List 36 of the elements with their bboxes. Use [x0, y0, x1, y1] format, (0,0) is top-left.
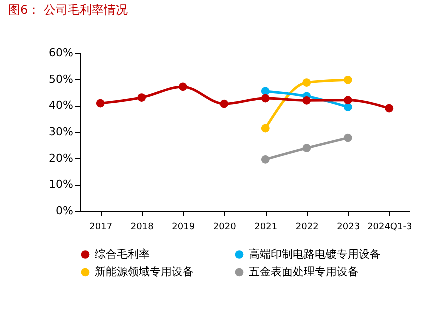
- point: [344, 103, 352, 112]
- point: [178, 82, 188, 92]
- point: [302, 96, 312, 105]
- chart-title: 图6： 公司毛利率情况: [8, 3, 128, 17]
- point: [302, 78, 312, 87]
- y-tick-label: 60%: [49, 46, 74, 60]
- point: [220, 100, 229, 108]
- legend-label: 综合毛利率: [95, 248, 150, 261]
- y-tick-label: 50%: [49, 72, 74, 86]
- x-tick-label: 2017: [90, 222, 113, 232]
- x-tick-label: 2020: [213, 222, 237, 232]
- point: [138, 94, 146, 102]
- x-tick-label: 2022: [296, 222, 319, 232]
- point: [344, 76, 352, 84]
- legend-label: 高端印制电路电镀专用设备: [249, 248, 381, 261]
- point: [302, 144, 312, 152]
- y-tick-label: 30%: [49, 126, 74, 138]
- y-tick-label: 10%: [49, 178, 74, 192]
- legend-label: 新能源领域专用设备: [95, 266, 194, 278]
- point: [344, 96, 352, 105]
- point: [261, 94, 270, 103]
- point: [385, 104, 394, 113]
- y-tick-label: 0%: [56, 204, 74, 218]
- point: [261, 155, 270, 164]
- point: [344, 134, 352, 142]
- x-tick-label: 2021: [254, 222, 278, 232]
- x-tick-label: 2018: [130, 222, 154, 232]
- y-tick-label: 20%: [49, 152, 74, 165]
- y-tick-label: 40%: [49, 99, 74, 112]
- x-tick-label: 2024Q1-3: [368, 222, 412, 232]
- point: [261, 87, 270, 96]
- point: [96, 99, 105, 108]
- x-tick-label: 2019: [172, 222, 196, 232]
- x-tick-label: 2023: [337, 222, 360, 232]
- legend-label: 五金表面处理专用设备: [249, 266, 359, 278]
- point: [261, 124, 270, 133]
